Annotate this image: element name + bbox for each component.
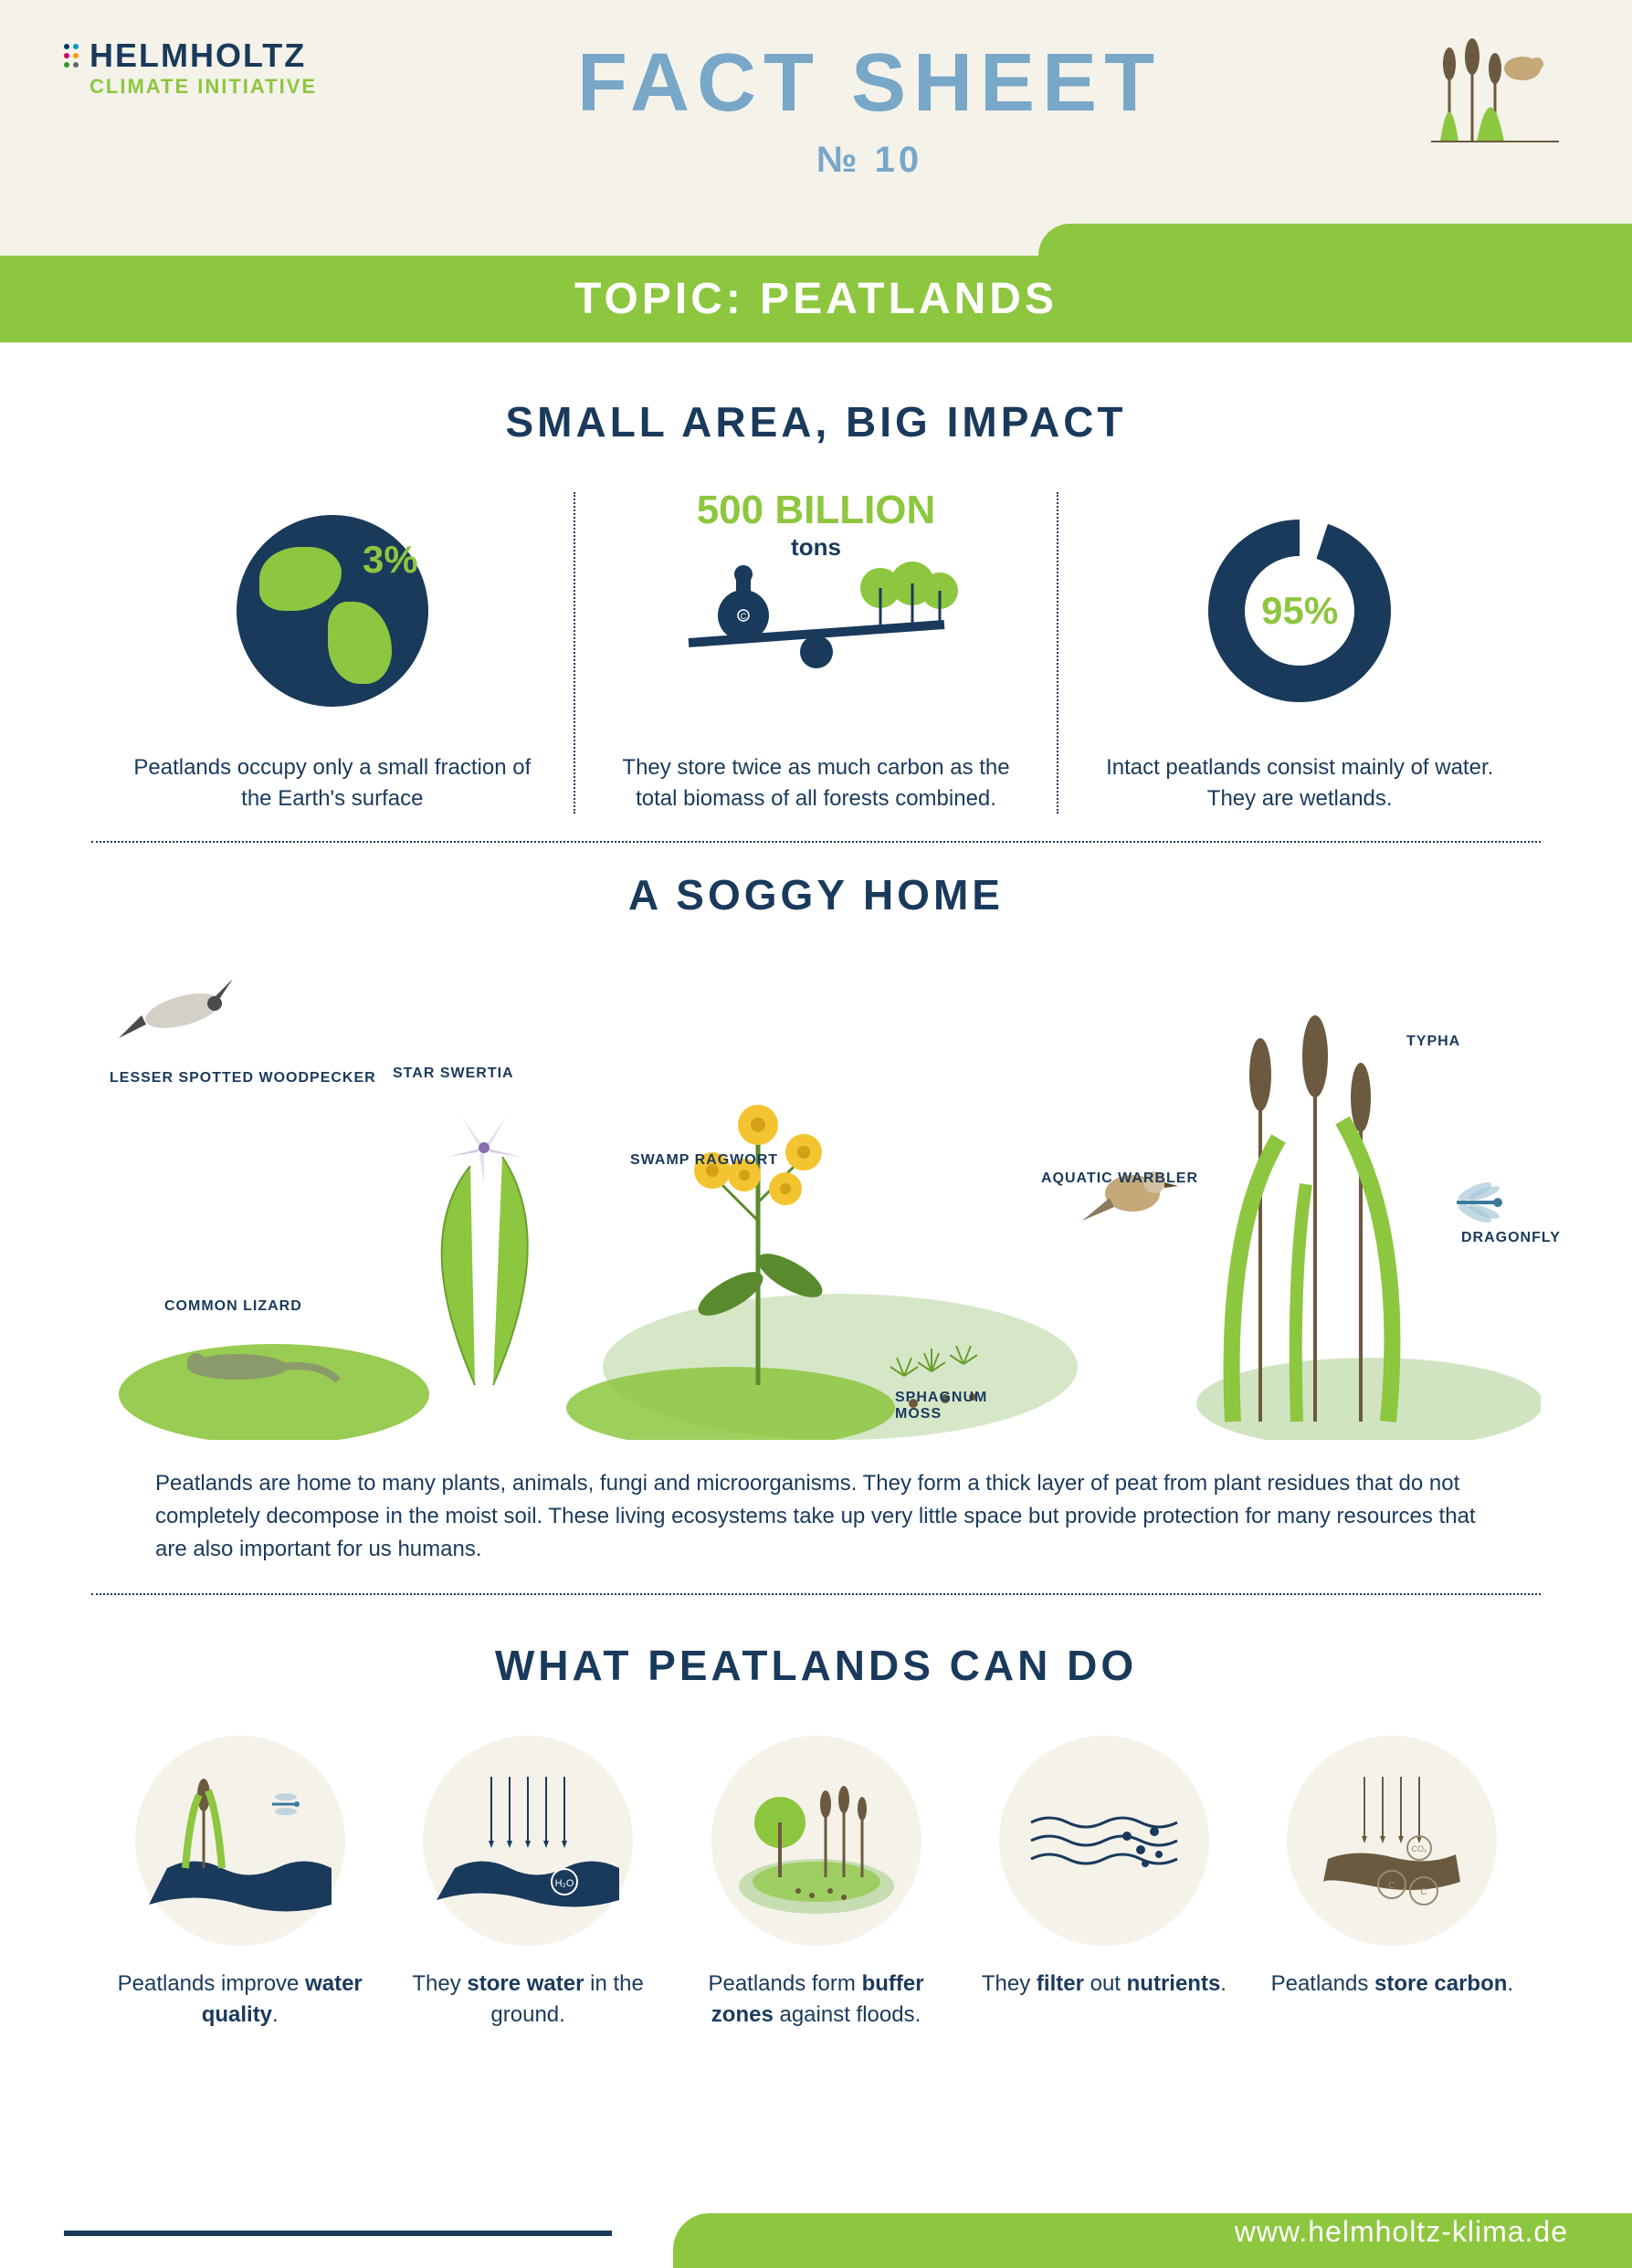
stat-earth-surface: 3% Peatlands occupy only a small fractio… [91, 492, 574, 814]
benefit5-text: Peatlands store carbon. [1262, 1969, 1522, 2000]
benefit-filter-nutrients: They filter out nutrients. [974, 1736, 1234, 2030]
label-ragwort: SWAMP RAGWORT [630, 1152, 778, 1169]
benefit3-icon [711, 1736, 921, 1946]
label-swertia: STAR SWERTIA [393, 1066, 514, 1082]
cattail-bird-icon [1422, 37, 1568, 146]
label-warbler: AQUATIC WARBLER [1041, 1171, 1198, 1187]
footer-url: www.helmholtz-klima.de [1235, 2215, 1568, 2249]
label-lizard: COMMON LIZARD [164, 1298, 302, 1315]
benefit4-icon [999, 1736, 1209, 1946]
footer: www.helmholtz-klima.de [0, 2195, 1632, 2268]
donut-percent: 95% [1261, 589, 1338, 633]
logo-dots-icon [64, 44, 79, 68]
header-title-block: FACT SHEET № 10 [317, 37, 1422, 181]
benefit1-text: Peatlands improve water quality. [110, 1969, 370, 2030]
label-dragonfly: DRAGONFLY [1461, 1230, 1561, 1246]
soggy-scene: LESSER SPOTTED WOODPECKER STAR SWERTIA S… [91, 965, 1541, 1440]
stat2-desc: They store twice as much carbon as the t… [603, 752, 1030, 814]
label-moss: SPHAGNUM MOSS [895, 1390, 986, 1423]
svg-text:C: C [740, 612, 746, 621]
label-typha: TYPHA [1406, 1034, 1460, 1050]
benefit3-text: Peatlands form buffer zones against floo… [686, 1969, 946, 2030]
logo-name: HELMHOLTZ [89, 37, 317, 75]
fact-sheet-title: FACT SHEET [317, 37, 1422, 131]
benefit4-text: They filter out nutrients. [974, 1969, 1234, 2000]
globe-percent: 3% [363, 538, 418, 582]
stat3-desc: Intact peatlands consist mainly of water… [1086, 752, 1513, 814]
benefit-buffer-zones: Peatlands form buffer zones against floo… [686, 1736, 946, 2030]
section1-title: SMALL AREA, BIG IMPACT [91, 397, 1541, 446]
seesaw-icon: C [603, 492, 1030, 730]
stat1-desc: Peatlands occupy only a small fraction o… [119, 752, 546, 814]
benefit-water-quality: Peatlands improve water quality. [110, 1736, 370, 2030]
benefit2-icon: H₂O [423, 1736, 633, 1946]
benefit5-icon: CO₂ C C [1287, 1736, 1497, 1946]
stat-water-content: 95% Intact peatlands consist mainly of w… [1057, 492, 1541, 814]
svg-text:C: C [1389, 1881, 1395, 1891]
label-woodpecker: LESSER SPOTTED WOODPECKER [110, 1070, 376, 1087]
stats-row: 3% Peatlands occupy only a small fractio… [91, 492, 1541, 843]
stat-carbon-storage: 500 BILLION tons C [574, 492, 1058, 814]
donut-icon: 95% [1208, 520, 1391, 702]
logo: HELMHOLTZ CLIMATE INITIATIVE [64, 37, 317, 99]
benefit1-icon [135, 1736, 345, 1946]
svg-text:CO₂: CO₂ [1412, 1844, 1428, 1853]
topic-title: TOPIC: PEATLANDS [574, 274, 1058, 324]
sheet-number: № 10 [317, 140, 1422, 181]
section2-desc: Peatlands are home to many plants, anima… [91, 1467, 1541, 1566]
svg-text:H₂O: H₂O [555, 1878, 574, 1889]
svg-text:C: C [1421, 1887, 1427, 1897]
logo-subtitle: CLIMATE INITIATIVE [89, 75, 317, 99]
benefits-row: Peatlands improve water quality. H₂O The… [91, 1736, 1541, 2030]
soggy-home-section: A SOGGY HOME [91, 870, 1541, 1595]
benefit-store-water: H₂O They store water in the ground. [397, 1736, 658, 2030]
header: HELMHOLTZ CLIMATE INITIATIVE FACT SHEET … [0, 0, 1632, 256]
topic-band: TOPIC: PEATLANDS [0, 256, 1632, 342]
section2-title: A SOGGY HOME [91, 870, 1541, 919]
section3-title: WHAT PEATLANDS CAN DO [91, 1641, 1541, 1690]
benefit2-text: They store water in the ground. [397, 1969, 658, 2030]
benefit-store-carbon: CO₂ C C Peatlands store carbon. [1262, 1736, 1522, 2030]
